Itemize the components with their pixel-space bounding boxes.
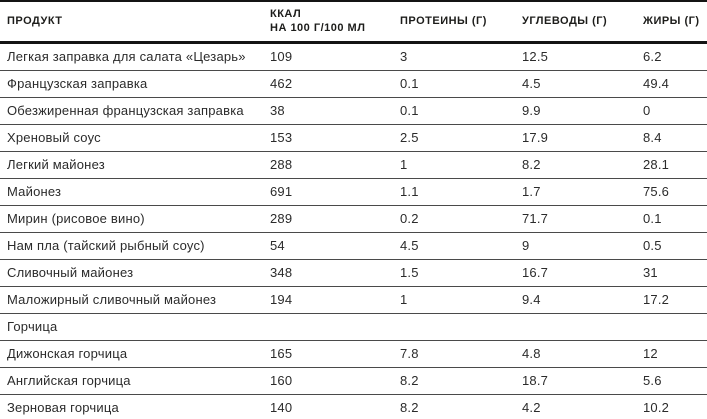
protein-cell: 1 [393, 151, 515, 179]
protein-cell [393, 313, 515, 341]
product-cell: Сливочный майонез [0, 259, 263, 287]
carbs-cell: 8.2 [515, 151, 636, 179]
product-cell: Горчица [0, 313, 263, 341]
kcal-cell: 288 [263, 151, 393, 179]
kcal-cell: 348 [263, 259, 393, 287]
product-cell: Английская горчица [0, 367, 263, 395]
protein-cell: 0.1 [393, 70, 515, 98]
kcal-cell: 140 [263, 394, 393, 419]
product-cell: Дижонская горчица [0, 340, 263, 368]
table-row: Французская заправка 462 0.1 4.5 49.4 [0, 70, 707, 98]
carbs-cell: 18.7 [515, 367, 636, 395]
protein-cell: 0.1 [393, 97, 515, 125]
fat-cell [636, 313, 707, 341]
table-row: Английская горчица 160 8.2 18.7 5.6 [0, 367, 707, 395]
table-body: Легкая заправка для салата «Цезарь» 109 3 1… [0, 42, 707, 419]
fat-cell: 8.4 [636, 124, 707, 152]
product-cell: Французская заправка [0, 70, 263, 98]
column-header-protein: ПРОТЕИНЫ (Г) [393, 1, 515, 44]
fat-cell: 49.4 [636, 70, 707, 98]
kcal-cell: 165 [263, 340, 393, 368]
kcal-cell: 153 [263, 124, 393, 152]
kcal-cell [263, 313, 393, 341]
column-header-kcal: ККАЛ НА 100 Г/100 МЛ [263, 1, 393, 44]
product-cell: Хреновый соус [0, 124, 263, 152]
protein-cell: 7.8 [393, 340, 515, 368]
fat-cell: 0.5 [636, 232, 707, 260]
table-row: Сливочный майонез 348 1.5 16.7 31 [0, 259, 707, 287]
table-row: Маложирный сливочный майонез 194 1 9.4 17.2 [0, 286, 707, 314]
carbs-cell: 71.7 [515, 205, 636, 233]
kcal-cell: 109 [263, 42, 393, 71]
table-row: Легкая заправка для салата «Цезарь» 109 3 1… [0, 42, 707, 71]
protein-cell: 8.2 [393, 367, 515, 395]
product-cell: Обезжиренная французская заправка [0, 97, 263, 125]
kcal-cell: 462 [263, 70, 393, 98]
carbs-cell: 9.4 [515, 286, 636, 314]
table-row: Хреновый соус 153 2.5 17.9 8.4 [0, 124, 707, 152]
carbs-cell: 9.9 [515, 97, 636, 125]
protein-cell: 8.2 [393, 394, 515, 419]
fat-cell: 0.1 [636, 205, 707, 233]
fat-cell: 75.6 [636, 178, 707, 206]
table-row: Мирин (рисовое вино) 289 0.2 71.7 0.1 [0, 205, 707, 233]
fat-cell: 17.2 [636, 286, 707, 314]
carbs-cell: 4.2 [515, 394, 636, 419]
product-cell: Легкий майонез [0, 151, 263, 179]
product-cell: Зерновая горчица [0, 394, 263, 419]
carbs-cell: 17.9 [515, 124, 636, 152]
table-row: Обезжиренная французская заправка 38 0.1 9.… [0, 97, 707, 125]
protein-cell: 1.1 [393, 178, 515, 206]
carbs-cell: 4.8 [515, 340, 636, 368]
product-cell: Легкая заправка для салата «Цезарь» [0, 42, 263, 71]
product-cell: Мирин (рисовое вино) [0, 205, 263, 233]
kcal-cell: 289 [263, 205, 393, 233]
table-row: Дижонская горчица 165 7.8 4.8 12 [0, 340, 707, 368]
fat-cell: 12 [636, 340, 707, 368]
fat-cell: 5.6 [636, 367, 707, 395]
protein-cell: 1 [393, 286, 515, 314]
fat-cell: 0 [636, 97, 707, 125]
column-header-fat: ЖИРЫ (Г) [636, 1, 707, 44]
fat-cell: 28.1 [636, 151, 707, 179]
column-header-carbs: УГЛЕВОДЫ (Г) [515, 1, 636, 44]
protein-cell: 4.5 [393, 232, 515, 260]
carbs-cell: 16.7 [515, 259, 636, 287]
carbs-cell: 1.7 [515, 178, 636, 206]
carbs-cell: 12.5 [515, 42, 636, 71]
product-cell: Нам пла (тайский рыбный соус) [0, 232, 263, 260]
table-row: Легкий майонез 288 1 8.2 28.1 [0, 151, 707, 179]
carbs-cell: 4.5 [515, 70, 636, 98]
kcal-cell: 194 [263, 286, 393, 314]
protein-cell: 2.5 [393, 124, 515, 152]
kcal-cell: 160 [263, 367, 393, 395]
protein-cell: 0.2 [393, 205, 515, 233]
product-cell: Майонез [0, 178, 263, 206]
fat-cell: 31 [636, 259, 707, 287]
table-row: Зерновая горчица 140 8.2 4.2 10.2 [0, 394, 707, 419]
section-row: Горчица [0, 313, 707, 341]
fat-cell: 6.2 [636, 42, 707, 71]
kcal-cell: 54 [263, 232, 393, 260]
table-header: ПРОДУКТ ККАЛ НА 100 Г/100 МЛ ПРОТЕИНЫ (Г… [0, 1, 707, 44]
carbs-cell: 9 [515, 232, 636, 260]
protein-cell: 1.5 [393, 259, 515, 287]
product-cell: Маложирный сливочный майонез [0, 286, 263, 314]
carbs-cell [515, 313, 636, 341]
table-row: Майонез 691 1.1 1.7 75.6 [0, 178, 707, 206]
column-header-product: ПРОДУКТ [0, 1, 263, 44]
protein-cell: 3 [393, 42, 515, 71]
kcal-cell: 38 [263, 97, 393, 125]
header-row: ПРОДУКТ ККАЛ НА 100 Г/100 МЛ ПРОТЕИНЫ (Г… [0, 1, 707, 44]
kcal-cell: 691 [263, 178, 393, 206]
table-row: Нам пла (тайский рыбный соус) 54 4.5 9 0.5 [0, 232, 707, 260]
fat-cell: 10.2 [636, 394, 707, 419]
